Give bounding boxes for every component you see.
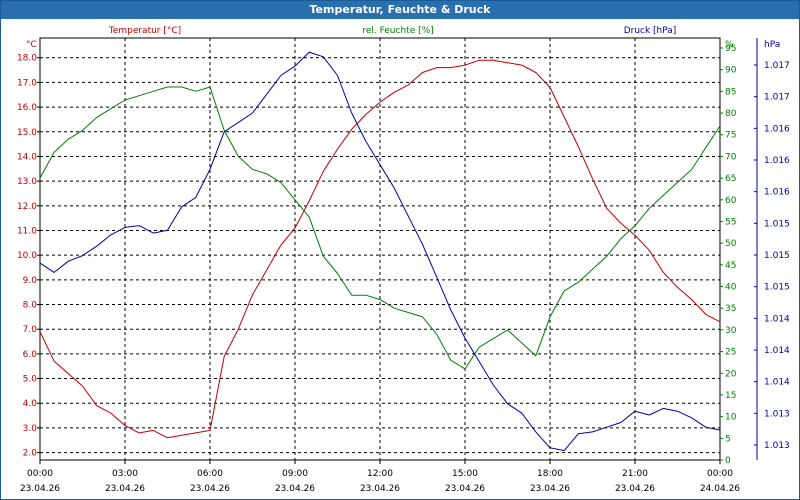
- x-tick-date: 23.04.26: [190, 484, 230, 494]
- x-tick-time: 12:00: [367, 469, 393, 479]
- x-tick-date: 23.04.26: [20, 484, 60, 494]
- temperature-tick-label: 14.0: [17, 152, 37, 162]
- humidity-tick-label: 55: [725, 217, 736, 227]
- x-tick-time: 09:00: [282, 469, 308, 479]
- humidity-tick-label: 20: [725, 369, 737, 379]
- x-tick-time: 21:00: [622, 469, 648, 479]
- x-tick-time: 18:00: [537, 469, 563, 479]
- pressure-tick-label: 1.016: [764, 156, 790, 166]
- series-line-humidity: [39, 86, 721, 370]
- pressure-tick-label: 1.017: [764, 93, 790, 103]
- temperature-tick-label: 4.0: [23, 399, 38, 409]
- series-layer: [39, 51, 721, 452]
- x-tick-time: 00:00: [707, 469, 733, 479]
- pressure-tick-label: 1.014: [764, 314, 790, 324]
- window-title: Temperatur, Feuchte & Druck: [1, 1, 799, 19]
- humidity-tick-label: 25: [725, 348, 736, 358]
- temperature-tick-label: 11.0: [17, 226, 37, 236]
- humidity-tick-label: 0: [725, 456, 731, 466]
- temperature-tick-label: 15.0: [17, 128, 37, 138]
- temperature-unit-label: °C: [26, 40, 37, 50]
- temperature-tick-label: 2.0: [23, 449, 38, 459]
- pressure-tick-label: 1.015: [764, 219, 790, 229]
- humidity-tick-label: 85: [725, 87, 736, 97]
- series-line-temperature: [39, 59, 721, 439]
- x-tick-time: 00:00: [27, 469, 53, 479]
- pressure-tick-label: 1.013: [764, 441, 790, 451]
- temperature-tick-label: 12.0: [17, 202, 37, 212]
- temperature-tick-label: 3.0: [23, 424, 38, 434]
- series-line-pressure: [39, 51, 721, 452]
- pressure-tick-label: 1.017: [764, 61, 790, 71]
- humidity-tick-label: 75: [725, 131, 736, 141]
- humidity-tick-label: 45: [725, 261, 736, 271]
- temperature-axis-label: Temperatur [°C]: [108, 26, 181, 36]
- humidity-tick-label: 30: [725, 326, 737, 336]
- pressure-tick-label: 1.014: [764, 346, 790, 356]
- temperature-tick-label: 17.0: [17, 78, 37, 88]
- grid-lines: [40, 38, 720, 460]
- x-tick-date: 23.04.26: [445, 484, 485, 494]
- pressure-tick-label: 1.015: [764, 251, 790, 261]
- x-tick-date: 23.04.26: [275, 484, 315, 494]
- humidity-tick-label: 95: [725, 44, 736, 54]
- x-tick-date: 23.04.26: [530, 484, 570, 494]
- pressure-tick-label: 1.013: [764, 409, 790, 419]
- temperature-tick-label: 8.0: [23, 301, 38, 311]
- humidity-tick-label: 60: [725, 196, 737, 206]
- pressure-tick-label: 1.014: [764, 378, 790, 388]
- x-tick-time: 15:00: [452, 469, 478, 479]
- humidity-axis-label: rel. Feuchte [%]: [362, 26, 433, 36]
- temperature-tick-label: 10.0: [17, 251, 37, 261]
- humidity-tick-label: 50: [725, 239, 737, 249]
- temperature-tick-label: 5.0: [23, 375, 38, 385]
- humidity-tick-label: 15: [725, 391, 736, 401]
- humidity-tick-label: 10: [725, 413, 737, 423]
- pressure-tick-label: 1.016: [764, 188, 790, 198]
- humidity-tick-label: 35: [725, 304, 736, 314]
- temperature-tick-label: 6.0: [23, 350, 38, 360]
- temperature-tick-label: 7.0: [23, 325, 38, 335]
- pressure-tick-label: 1.016: [764, 124, 790, 134]
- x-tick-time: 06:00: [197, 469, 223, 479]
- temperature-tick-label: 18.0: [17, 54, 37, 64]
- temperature-tick-label: 16.0: [17, 103, 37, 113]
- temperature-tick-label: 13.0: [17, 177, 37, 187]
- x-tick-date: 24.04.26: [700, 484, 740, 494]
- humidity-tick-label: 80: [725, 109, 737, 119]
- pressure-unit-label: hPa: [764, 40, 780, 50]
- pressure-axis-label: Druck [hPa]: [624, 26, 677, 36]
- temperature-tick-label: 9.0: [23, 276, 38, 286]
- humidity-tick-label: 90: [725, 66, 737, 76]
- x-tick-date: 23.04.26: [360, 484, 400, 494]
- humidity-tick-label: 40: [725, 283, 737, 293]
- humidity-tick-label: 65: [725, 174, 736, 184]
- pressure-tick-label: 1.015: [764, 283, 790, 293]
- axes: 00:00 23.04.26 03:00 23.04.26 06:00 23.04.26 0…: [17, 38, 790, 494]
- x-tick-date: 23.04.26: [105, 484, 145, 494]
- x-tick-date: 23.04.26: [615, 484, 655, 494]
- humidity-tick-label: 70: [725, 152, 737, 162]
- humidity-unit-label: %: [725, 40, 734, 50]
- humidity-tick-label: 5: [725, 434, 731, 444]
- x-tick-time: 03:00: [112, 469, 138, 479]
